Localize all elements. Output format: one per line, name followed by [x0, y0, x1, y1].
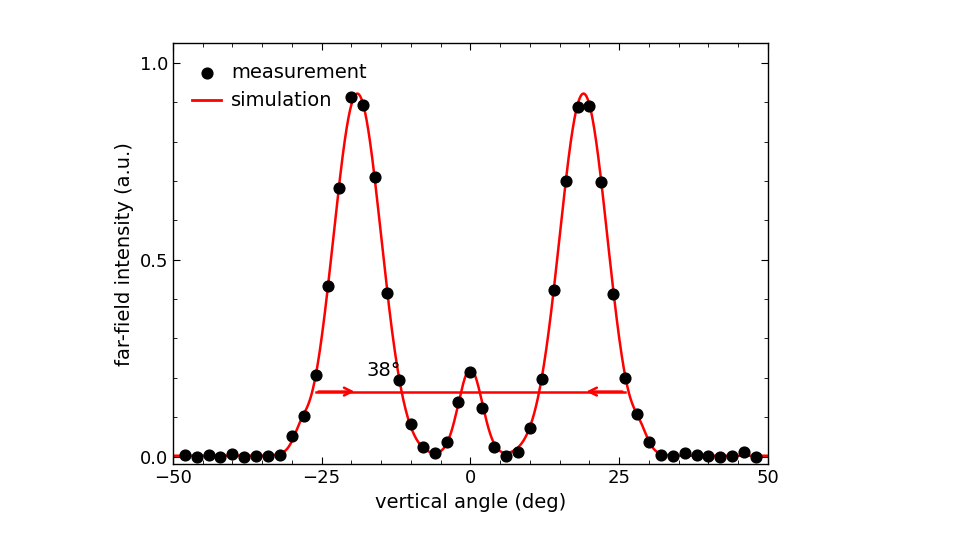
measurement [749, 452, 764, 461]
measurement [712, 452, 728, 461]
measurement [344, 93, 359, 102]
measurement [558, 177, 573, 186]
measurement [617, 374, 633, 382]
measurement [201, 451, 216, 460]
measurement [392, 376, 407, 384]
measurement [630, 410, 645, 418]
measurement [320, 281, 335, 290]
measurement [451, 397, 467, 406]
measurement [665, 451, 681, 460]
measurement [606, 289, 621, 298]
measurement [487, 443, 502, 451]
measurement [427, 448, 443, 457]
measurement [498, 452, 514, 461]
measurement [332, 184, 348, 193]
measurement [236, 452, 252, 461]
Legend: measurement, simulation: measurement, simulation [182, 53, 376, 120]
measurement [677, 449, 692, 457]
measurement [260, 451, 276, 460]
measurement [736, 448, 752, 456]
measurement [474, 404, 490, 413]
measurement [463, 368, 478, 376]
measurement [511, 447, 526, 456]
measurement [189, 452, 204, 461]
measurement [641, 438, 657, 447]
measurement [379, 289, 395, 298]
measurement [522, 424, 538, 433]
Text: 38°: 38° [366, 361, 400, 380]
measurement [403, 420, 419, 429]
measurement [415, 442, 430, 451]
measurement [534, 375, 549, 383]
measurement [439, 438, 454, 447]
Y-axis label: far-field intensity (a.u.): far-field intensity (a.u.) [115, 142, 133, 366]
measurement [249, 451, 264, 460]
measurement [296, 411, 311, 420]
measurement [689, 451, 705, 460]
measurement [284, 431, 300, 440]
measurement [653, 450, 668, 459]
measurement [273, 451, 288, 460]
measurement [355, 101, 371, 110]
X-axis label: vertical angle (deg): vertical angle (deg) [374, 493, 566, 512]
measurement [546, 286, 562, 294]
measurement [308, 370, 324, 379]
measurement [725, 451, 740, 460]
measurement [582, 102, 597, 111]
measurement [368, 173, 383, 182]
measurement [225, 450, 240, 458]
measurement [213, 452, 228, 461]
measurement [701, 452, 716, 461]
measurement [177, 450, 192, 459]
measurement [570, 103, 586, 111]
measurement [593, 178, 609, 186]
